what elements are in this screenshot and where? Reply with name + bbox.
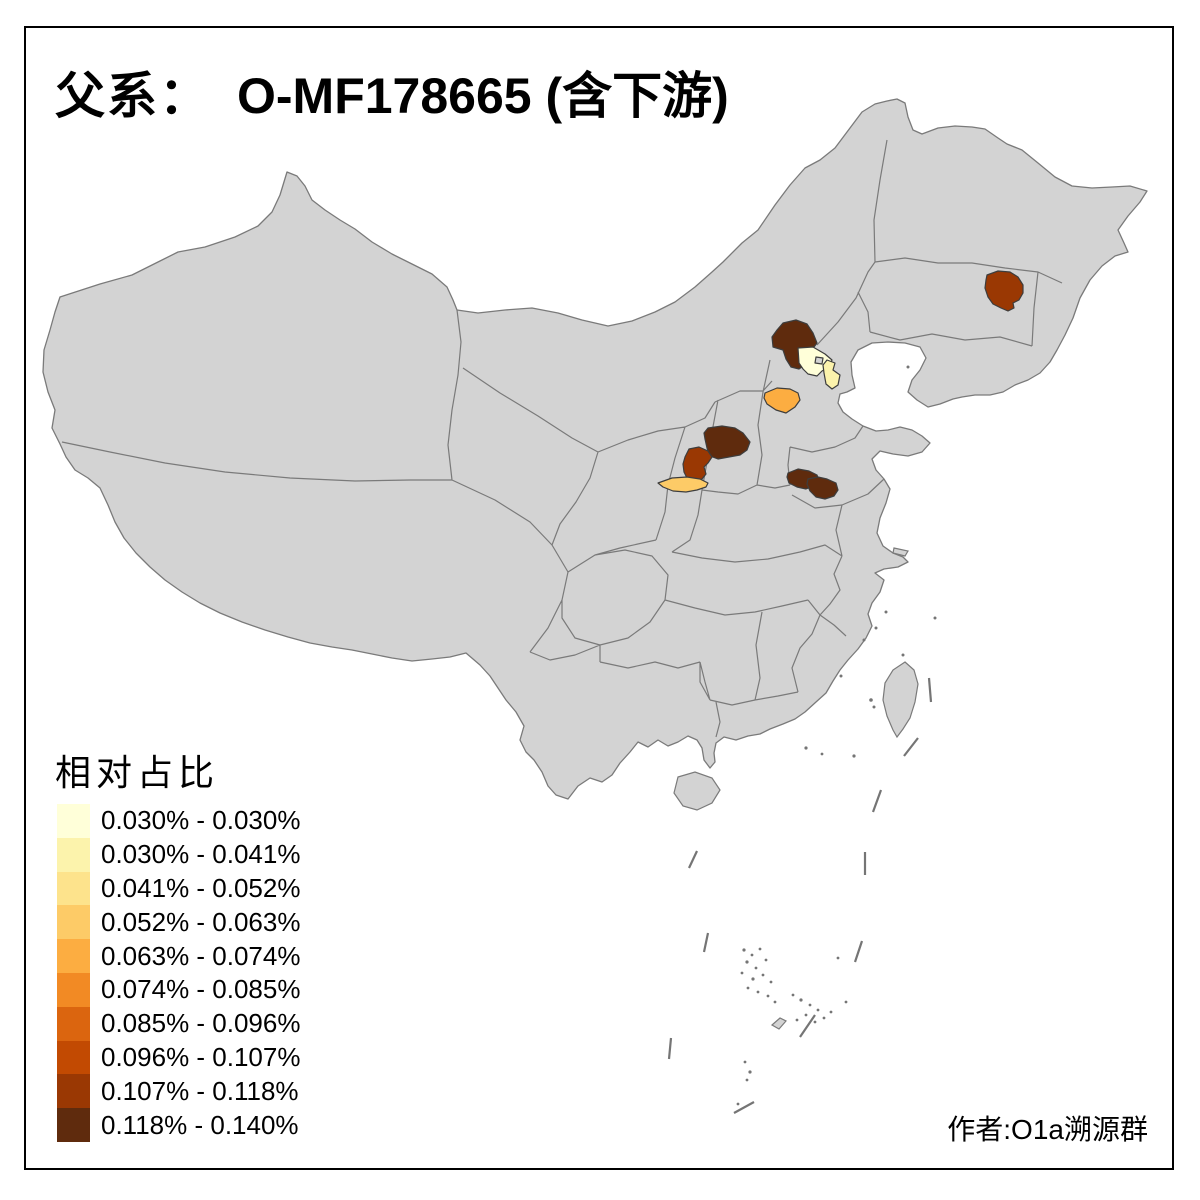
legend-swatch bbox=[57, 905, 90, 940]
legend-swatch bbox=[57, 1006, 90, 1041]
legend-item: 0.030% - 0.030% bbox=[57, 804, 300, 838]
mainland-china-shape bbox=[42, 98, 1148, 800]
figure-title: 父系： O-MF178665 (含下游) bbox=[55, 56, 729, 128]
legend-swatch bbox=[57, 871, 90, 906]
nine-dash-line bbox=[667, 677, 933, 1114]
legend-swatch bbox=[57, 837, 90, 872]
province-borders bbox=[61, 139, 1063, 738]
region-northwest-of-beijing bbox=[771, 319, 818, 370]
legend-rows: 0.030% - 0.030% 0.030% - 0.041% 0.041% -… bbox=[57, 804, 300, 1142]
title-haplogroup: O-MF178665 (含下游) bbox=[237, 68, 729, 124]
taiwan-island bbox=[882, 661, 919, 739]
region-north-shaanxi bbox=[682, 446, 713, 483]
attribution-text: 作者:O1a溯源群 bbox=[947, 1114, 1148, 1145]
legend-label: 0.107% - 0.118% bbox=[101, 1075, 299, 1106]
legend-item: 0.030% - 0.041% bbox=[57, 837, 301, 872]
legend-label: 0.085% - 0.096% bbox=[101, 1008, 301, 1039]
legend-label: 0.052% - 0.063% bbox=[101, 906, 301, 937]
title-prefix: 父系： bbox=[55, 68, 211, 124]
legend-item: 0.063% - 0.074% bbox=[57, 939, 300, 973]
region-beijing-inner-gap bbox=[814, 356, 824, 365]
figure-frame bbox=[24, 26, 1174, 1170]
region-south-shanxi bbox=[703, 425, 751, 460]
legend-item: 0.096% - 0.107% bbox=[57, 1040, 301, 1075]
legend-swatch bbox=[57, 804, 90, 838]
legend: 相对占比 0.030% - 0.030% 0.030% - 0.041% 0.0… bbox=[55, 744, 300, 1142]
legend-label: 0.030% - 0.041% bbox=[101, 839, 301, 870]
region-tianjin bbox=[822, 359, 841, 390]
legend-item: 0.041% - 0.052% bbox=[57, 871, 301, 906]
islands bbox=[673, 547, 919, 1030]
region-central-shaanxi bbox=[657, 476, 709, 493]
legend-title: 相对占比 bbox=[55, 752, 220, 793]
legend-item: 0.118% - 0.140% bbox=[57, 1108, 300, 1142]
legend-swatch bbox=[57, 1040, 90, 1075]
legend-item: 0.107% - 0.118% bbox=[57, 1074, 300, 1109]
legend-item: 0.074% - 0.085% bbox=[57, 972, 301, 1007]
legend-label: 0.118% - 0.140% bbox=[101, 1109, 299, 1140]
region-northeast-jilin bbox=[984, 270, 1024, 312]
hainan-island bbox=[673, 771, 721, 811]
sea-islets bbox=[736, 365, 937, 1106]
legend-label: 0.074% - 0.085% bbox=[101, 974, 301, 1005]
legend-label: 0.096% - 0.107% bbox=[101, 1041, 301, 1072]
legend-label: 0.030% - 0.030% bbox=[101, 805, 301, 836]
legend-swatch bbox=[57, 972, 90, 1007]
legend-swatch bbox=[57, 1108, 90, 1142]
region-southwest-of-beijing bbox=[763, 387, 801, 414]
nansha-islet bbox=[770, 1017, 787, 1030]
choropleth-regions bbox=[657, 270, 1024, 500]
legend-swatch bbox=[57, 939, 90, 973]
legend-item: 0.052% - 0.063% bbox=[57, 905, 301, 940]
region-west-shandong bbox=[806, 476, 839, 500]
legend-item: 0.085% - 0.096% bbox=[57, 1006, 301, 1041]
legend-label: 0.063% - 0.074% bbox=[101, 940, 301, 971]
legend-swatch bbox=[57, 1074, 90, 1109]
legend-label: 0.041% - 0.052% bbox=[101, 872, 301, 903]
chongming-island bbox=[892, 547, 909, 557]
